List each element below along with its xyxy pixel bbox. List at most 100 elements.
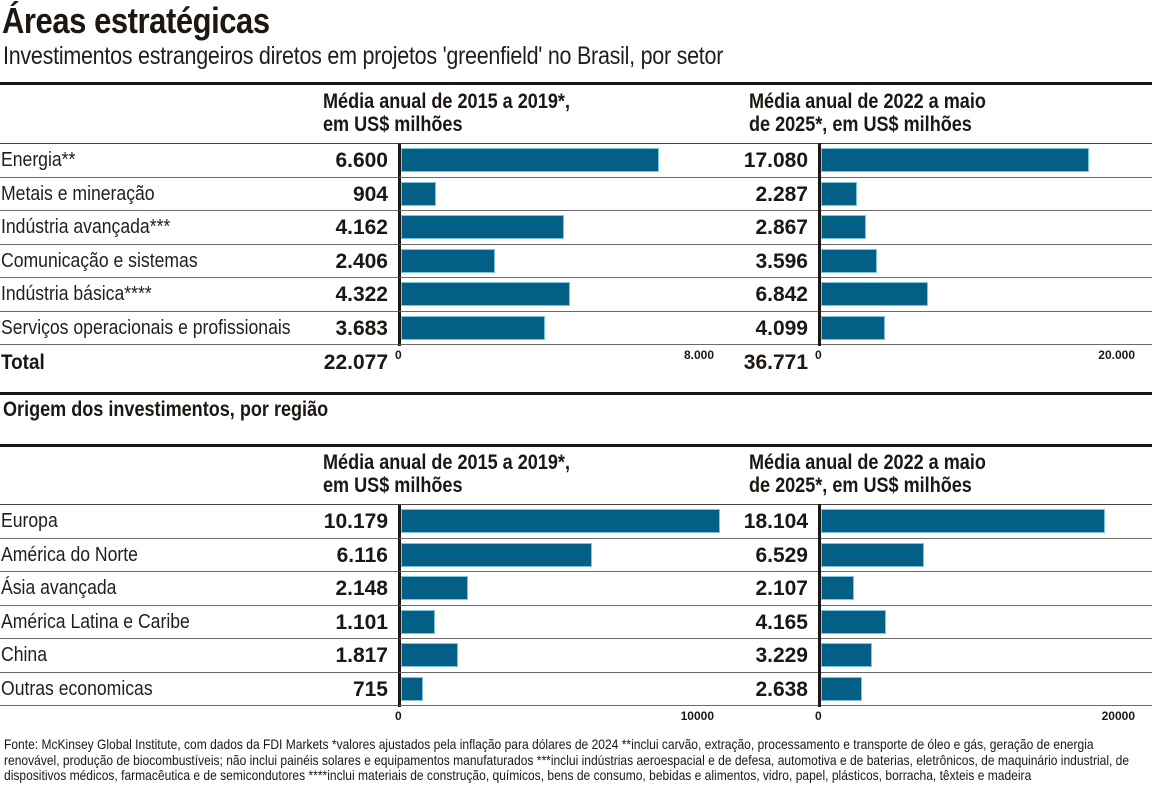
row-divider	[399, 705, 1152, 706]
category-label: Outras economicas	[1, 677, 153, 700]
bar	[401, 609, 436, 634]
row-divider	[0, 344, 399, 345]
value-label: 10.179	[323, 510, 388, 533]
value-label: 904	[352, 182, 388, 206]
bar	[821, 315, 886, 340]
bar	[821, 282, 929, 306]
bar	[821, 215, 866, 239]
category-label: Energia**	[1, 149, 76, 171]
bar	[401, 542, 593, 567]
bar	[401, 181, 437, 206]
bar	[821, 181, 857, 206]
section-rule	[0, 392, 1152, 395]
row-divider	[399, 210, 1152, 211]
row-divider	[399, 277, 1152, 278]
value-label: 4.322	[335, 283, 388, 306]
total-value: 22.077	[323, 351, 388, 374]
bar	[821, 509, 1106, 533]
axis-tick-label: 0	[395, 709, 402, 723]
column-header: Média anual de 2022 a maio	[749, 90, 986, 113]
value-label: 1.817	[335, 644, 388, 667]
axis-tick-label: 8.000	[683, 348, 714, 362]
section-title-region: Origem dos investimentos, por região	[3, 398, 329, 421]
value-label: 2.867	[755, 216, 808, 239]
column-header: em US$ milhões	[323, 474, 463, 497]
category-label: Indústria avançada***	[1, 216, 171, 238]
value-label: 17.080	[743, 149, 808, 172]
bar	[401, 676, 424, 701]
row-divider	[0, 210, 399, 211]
value-label: 2.406	[335, 249, 388, 273]
row-divider	[399, 244, 1152, 245]
chart-title: Áreas estratégicas	[2, 0, 270, 41]
axis-tick-label: 0	[815, 348, 822, 362]
bar	[401, 509, 720, 533]
row-divider	[399, 177, 1152, 178]
row-divider	[0, 538, 399, 539]
value-label: 4.165	[755, 610, 808, 634]
value-label: 2.638	[755, 677, 808, 701]
value-label: 2.107	[755, 577, 808, 600]
bar	[401, 215, 564, 239]
bar	[821, 148, 1090, 172]
category-label: Serviços operacionais e profissionais	[1, 316, 291, 339]
bar	[401, 643, 458, 667]
bar	[821, 676, 863, 701]
value-label: 6.116	[336, 543, 388, 567]
value-label: 3.596	[755, 249, 808, 273]
axis-line	[818, 504, 821, 707]
total-value: 36.771	[743, 351, 808, 374]
row-divider	[0, 311, 399, 312]
value-label: 2.148	[335, 577, 388, 600]
chart-subtitle: Investimentos estrangeiros diretos em pr…	[3, 42, 724, 70]
total-label: Total	[1, 351, 45, 374]
bar	[401, 576, 469, 600]
column-header: Média anual de 2022 a maio	[749, 451, 986, 474]
value-label: 3.683	[335, 316, 388, 340]
top-rule	[0, 82, 1152, 85]
category-label: Indústria básica****	[1, 283, 152, 305]
value-label: 6.842	[755, 283, 808, 306]
column-header: de 2025*, em US$ milhões	[749, 113, 972, 136]
row-divider	[399, 672, 1152, 673]
row-divider	[0, 638, 399, 639]
section-rule-2	[0, 444, 1152, 447]
value-label: 715	[352, 677, 388, 701]
footnote: Fonte: McKinsey Global Institute, com da…	[4, 736, 1130, 783]
value-label: 6.529	[755, 543, 808, 567]
row-divider	[0, 177, 399, 178]
bar	[401, 315, 546, 340]
bar	[821, 643, 872, 667]
row-divider	[399, 538, 1152, 539]
column-header: Média anual de 2015 a 2019*,	[323, 90, 570, 113]
category-label: Europa	[1, 510, 58, 532]
row-divider	[399, 605, 1152, 606]
bar	[821, 576, 855, 600]
row-divider	[0, 672, 399, 673]
axis-tick-label: 20000	[1101, 709, 1135, 723]
category-label: Metais e mineração	[1, 182, 155, 205]
value-label: 3.229	[755, 644, 808, 667]
column-header: de 2025*, em US$ milhões	[749, 474, 972, 497]
bar	[401, 148, 660, 172]
axis-tick-label: 10000	[680, 709, 714, 723]
category-label: América Latina e Caribe	[1, 610, 190, 633]
row-divider	[399, 344, 1152, 345]
axis-line	[818, 143, 821, 346]
category-label: Comunicação e sistemas	[1, 249, 198, 272]
bar	[401, 248, 496, 273]
row-divider	[0, 571, 399, 572]
bar	[821, 248, 878, 273]
bar	[401, 282, 571, 306]
header-divider	[399, 504, 1152, 505]
axis-tick-label: 0	[815, 709, 822, 723]
value-label: 2.287	[755, 182, 808, 206]
category-label: América do Norte	[1, 543, 138, 566]
row-divider	[0, 605, 399, 606]
row-divider	[399, 638, 1152, 639]
row-divider	[0, 277, 399, 278]
row-divider	[0, 244, 399, 245]
category-label: Ásia avançada	[1, 577, 117, 599]
row-divider	[399, 571, 1152, 572]
value-label: 1.101	[335, 610, 388, 634]
